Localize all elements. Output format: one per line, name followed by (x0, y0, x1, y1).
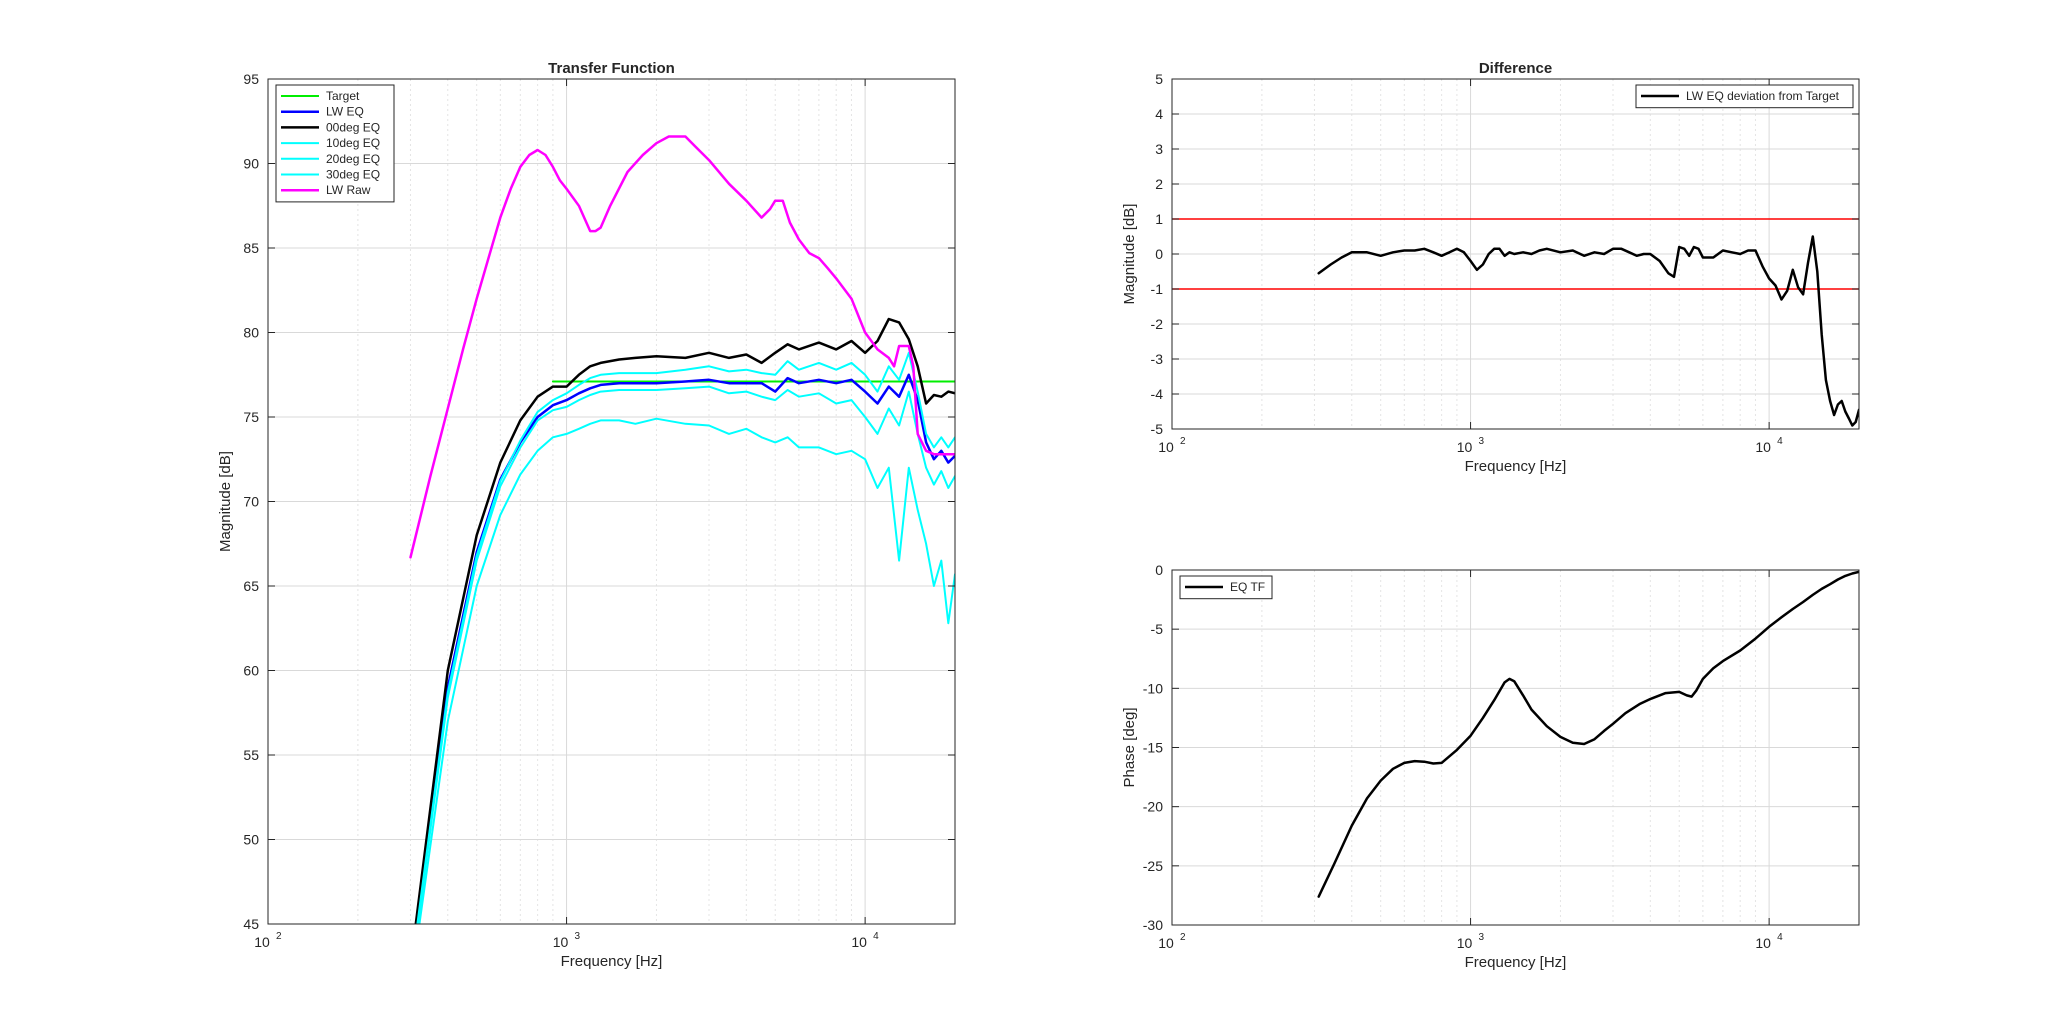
phase-axes: 10 2 10 3 10 4 -30 -25 -20 -15 -10 -5 0 Frequency [Hz… (1121, 562, 1860, 971)
diff-series-group (1317, 235, 1859, 427)
diff-x-tick-label: 10 (1457, 439, 1473, 455)
phase-y-tick-label: -30 (1143, 917, 1163, 933)
diff-x-tick-exponent: 3 (1479, 436, 1485, 447)
tf-series-5 (418, 417, 955, 924)
diff-axes: 10 2 10 3 10 4 -5 -4 -3 -2 -1 0 1 2 3 4 5 Frequency [Hz] M… (1121, 60, 1860, 475)
diff-y-axis-label: Magnitude [dB] (1121, 204, 1138, 305)
tf-legend-entry: 00deg EQ (326, 120, 380, 134)
phase-y-tick-label: -25 (1143, 858, 1163, 874)
phase-x-tick-exponent: 3 (1479, 932, 1485, 943)
diff-y-tick-label: -2 (1151, 316, 1164, 332)
phase-x-tick-exponent: 2 (1180, 932, 1186, 943)
phase-x-axis-label: Frequency [Hz] (1465, 954, 1567, 971)
tf-y-axis-label: Magnitude [dB] (217, 451, 234, 552)
tf-y-tick-label: 75 (243, 409, 259, 425)
tf-y-tick-label: 65 (243, 578, 259, 594)
tf-series-group (409, 135, 955, 924)
tf-x-axis-label: Frequency [Hz] (561, 953, 663, 970)
tf-legend-entry: 10deg EQ (326, 136, 380, 150)
tf-x-tick-exponent: 3 (575, 931, 581, 942)
phase-series-group (1317, 570, 1859, 898)
tf-y-tick-label: 45 (243, 916, 259, 932)
tf-y-tick-label: 50 (243, 832, 259, 848)
tf-title: Transfer Function (548, 60, 675, 77)
diff-x-tick-label: 10 (1755, 439, 1771, 455)
diff-legend-entry: LW EQ deviation from Target (1686, 89, 1840, 103)
phase-y-tick-label: -5 (1151, 621, 1164, 637)
phase-y-tick-label: -15 (1143, 740, 1163, 756)
tf-x-tick-exponent: 2 (276, 931, 282, 942)
tf-x-tick-label: 10 (851, 934, 867, 950)
tf-x-tick-label: 10 (254, 934, 270, 950)
tf-legend-entry: LW EQ (326, 105, 364, 119)
phase-x-tick-exponent: 4 (1777, 932, 1783, 943)
tf-legend-entry: 20deg EQ (326, 152, 380, 166)
diff-y-tick-label: -4 (1151, 386, 1164, 402)
phase-legend-box (1179, 575, 1273, 600)
diff-y-tick-label: -1 (1151, 281, 1164, 297)
tf-series-1 (415, 373, 955, 924)
tf-axes: 10 2 10 3 10 4 45 50 55 60 65 70 75 80 85 90 95 Frequency… (217, 60, 956, 970)
tf-series-2 (414, 317, 955, 924)
phase-y-axis-label: Phase [deg] (1121, 707, 1138, 787)
tf-legend-entry: 30deg EQ (326, 168, 380, 182)
diff-y-tick-label: -5 (1151, 421, 1164, 437)
phase-legend: EQ TF (1179, 575, 1273, 600)
diff-y-tick-label: 4 (1155, 106, 1163, 122)
tf-legend-entry: LW Raw (326, 183, 371, 197)
diff-x-tick-label: 10 (1158, 439, 1174, 455)
tf-series-6 (409, 135, 955, 559)
phase-x-tick-label: 10 (1755, 935, 1771, 951)
diff-x-tick-exponent: 4 (1777, 436, 1783, 447)
tf-x-tick-label: 10 (553, 934, 569, 950)
diff-legend: LW EQ deviation from Target (1635, 84, 1854, 109)
tf-y-tick-label: 55 (243, 747, 259, 763)
tf-y-tick-label: 85 (243, 240, 259, 256)
phase-y-tick-label: 0 (1155, 562, 1163, 578)
diff-y-tick-label: -3 (1151, 351, 1164, 367)
tf-series-4 (417, 385, 955, 924)
diff-x-axis-label: Frequency [Hz] (1465, 458, 1567, 475)
diff-y-tick-label: 0 (1155, 246, 1163, 262)
diff-y-tick-label: 3 (1155, 141, 1163, 157)
tf-y-tick-label: 90 (243, 156, 259, 172)
tf-series-3 (416, 351, 955, 924)
diff-y-tick-label: 1 (1155, 211, 1163, 227)
tf-y-tick-label: 60 (243, 663, 259, 679)
tf-y-tick-label: 70 (243, 494, 259, 510)
phase-y-tick-label: -20 (1143, 799, 1163, 815)
phase-y-tick-label: -10 (1143, 680, 1163, 696)
phase-grid (1172, 570, 1859, 925)
phase-legend-entry: EQ TF (1230, 580, 1265, 594)
phase-series-0 (1317, 570, 1859, 898)
tf-x-tick-exponent: 4 (873, 931, 879, 942)
diff-series-0 (1317, 235, 1859, 427)
tf-y-tick-label: 95 (243, 71, 259, 87)
diff-y-tick-label: 2 (1155, 176, 1163, 192)
phase-x-tick-label: 10 (1158, 935, 1174, 951)
tf-legend-entry: Target (326, 89, 360, 103)
diff-x-tick-exponent: 2 (1180, 436, 1186, 447)
diff-title: Difference (1479, 60, 1552, 77)
diff-y-tick-label: 5 (1155, 71, 1163, 87)
tf-y-tick-label: 80 (243, 325, 259, 341)
phase-x-tick-label: 10 (1457, 935, 1473, 951)
diff-legend-box (1635, 84, 1854, 109)
